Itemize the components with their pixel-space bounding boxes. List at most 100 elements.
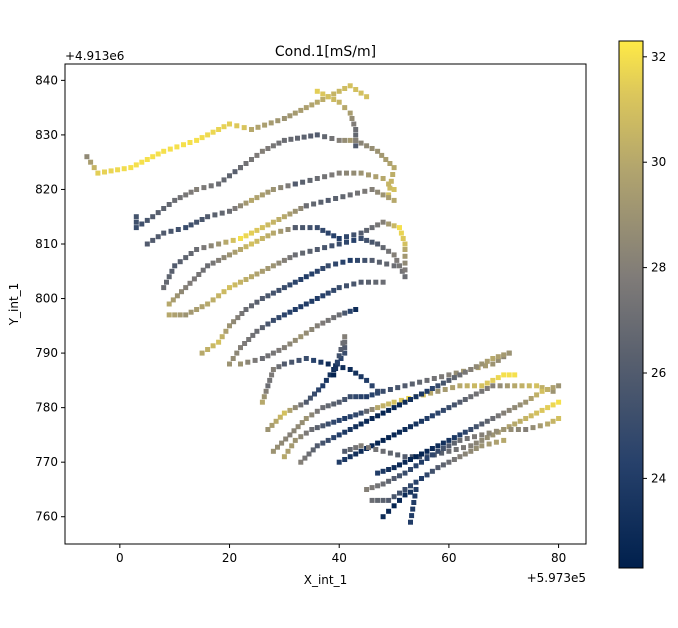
data-point: [269, 422, 275, 428]
data-point: [291, 428, 297, 434]
data-point: [333, 366, 339, 371]
data-point: [238, 203, 243, 209]
data-point: [453, 370, 459, 376]
data-point: [355, 257, 360, 263]
data-point: [358, 236, 364, 241]
data-point: [289, 359, 295, 365]
data-point: [351, 232, 357, 238]
data-point: [259, 399, 265, 405]
y-axis-ticks: 760 770 780 790 800 810 820 830 840: [35, 73, 65, 524]
data-point: [479, 388, 485, 394]
data-point: [329, 243, 335, 249]
data-point: [497, 383, 503, 389]
data-point: [380, 514, 386, 520]
data-point: [402, 427, 408, 432]
data-point: [446, 459, 452, 465]
data-point: [331, 315, 337, 321]
data-point: [265, 321, 271, 327]
data-point: [523, 399, 529, 405]
data-point: [166, 202, 172, 207]
data-point: [199, 304, 205, 310]
data-point: [227, 208, 232, 214]
data-point: [446, 443, 452, 449]
data-point: [234, 350, 240, 356]
data-point: [210, 129, 216, 135]
data-point: [464, 383, 470, 389]
colorbar-tick-label: 24: [651, 471, 666, 485]
data-point: [283, 436, 289, 442]
data-point: [391, 465, 397, 471]
data-point: [550, 385, 556, 391]
data-point: [133, 214, 139, 220]
data-point: [386, 467, 392, 472]
data-point: [556, 416, 562, 421]
data-point: [457, 383, 463, 389]
data-point: [177, 259, 183, 265]
data-point: [364, 227, 370, 233]
data-point: [528, 396, 534, 401]
data-point: [484, 435, 490, 441]
data-point: [88, 159, 94, 165]
data-point: [408, 424, 413, 430]
data-point: [550, 388, 556, 394]
data-point: [375, 148, 381, 154]
data-point: [479, 432, 485, 438]
data-point: [369, 497, 375, 503]
data-point: [429, 413, 435, 419]
data-point: [391, 494, 397, 500]
data-point: [413, 463, 419, 469]
data-point: [428, 390, 434, 396]
data-point: [314, 225, 320, 231]
data-point: [183, 255, 189, 261]
data-point: [298, 107, 304, 113]
data-point: [501, 437, 507, 443]
data-point: [362, 188, 368, 194]
data-point: [435, 443, 441, 449]
data-point: [468, 394, 474, 400]
data-point: [380, 468, 386, 474]
data-point: [351, 237, 357, 243]
data-point: [424, 472, 430, 478]
data-point: [320, 423, 326, 429]
data-point: [364, 143, 370, 149]
data-point: [358, 374, 364, 380]
data-point: [340, 194, 346, 200]
colorbar-ticks: 24 26 28 30 32: [643, 50, 666, 485]
data-point: [144, 241, 150, 247]
data-point: [307, 225, 313, 231]
data-point: [303, 274, 309, 280]
data-point: [495, 375, 501, 381]
data-point: [417, 454, 423, 460]
data-point: [331, 287, 337, 293]
data-point: [493, 439, 499, 445]
data-point: [523, 427, 529, 432]
data-point: [287, 211, 293, 217]
data-point: [219, 210, 225, 216]
data-point: [435, 383, 441, 389]
data-point: [369, 443, 375, 449]
data-point: [490, 377, 496, 383]
data-point: [303, 356, 309, 361]
data-point: [534, 383, 540, 389]
data-point: [199, 217, 205, 222]
data-point: [391, 399, 397, 405]
data-point: [292, 225, 298, 231]
data-point: [234, 123, 240, 129]
data-point: [309, 327, 315, 332]
data-point: [373, 279, 379, 285]
data-point: [281, 257, 287, 263]
data-point: [347, 110, 353, 116]
data-point: [366, 445, 371, 451]
data-point: [307, 395, 313, 401]
data-point: [512, 383, 518, 389]
data-point: [380, 437, 386, 443]
data-point: [276, 140, 282, 146]
data-point: [545, 405, 551, 411]
data-point: [281, 116, 287, 121]
data-point: [221, 124, 227, 130]
data-point: [410, 506, 416, 512]
y-tick-label: 800: [35, 292, 58, 306]
data-point: [369, 225, 375, 231]
data-point: [268, 120, 274, 126]
data-point: [314, 88, 320, 94]
